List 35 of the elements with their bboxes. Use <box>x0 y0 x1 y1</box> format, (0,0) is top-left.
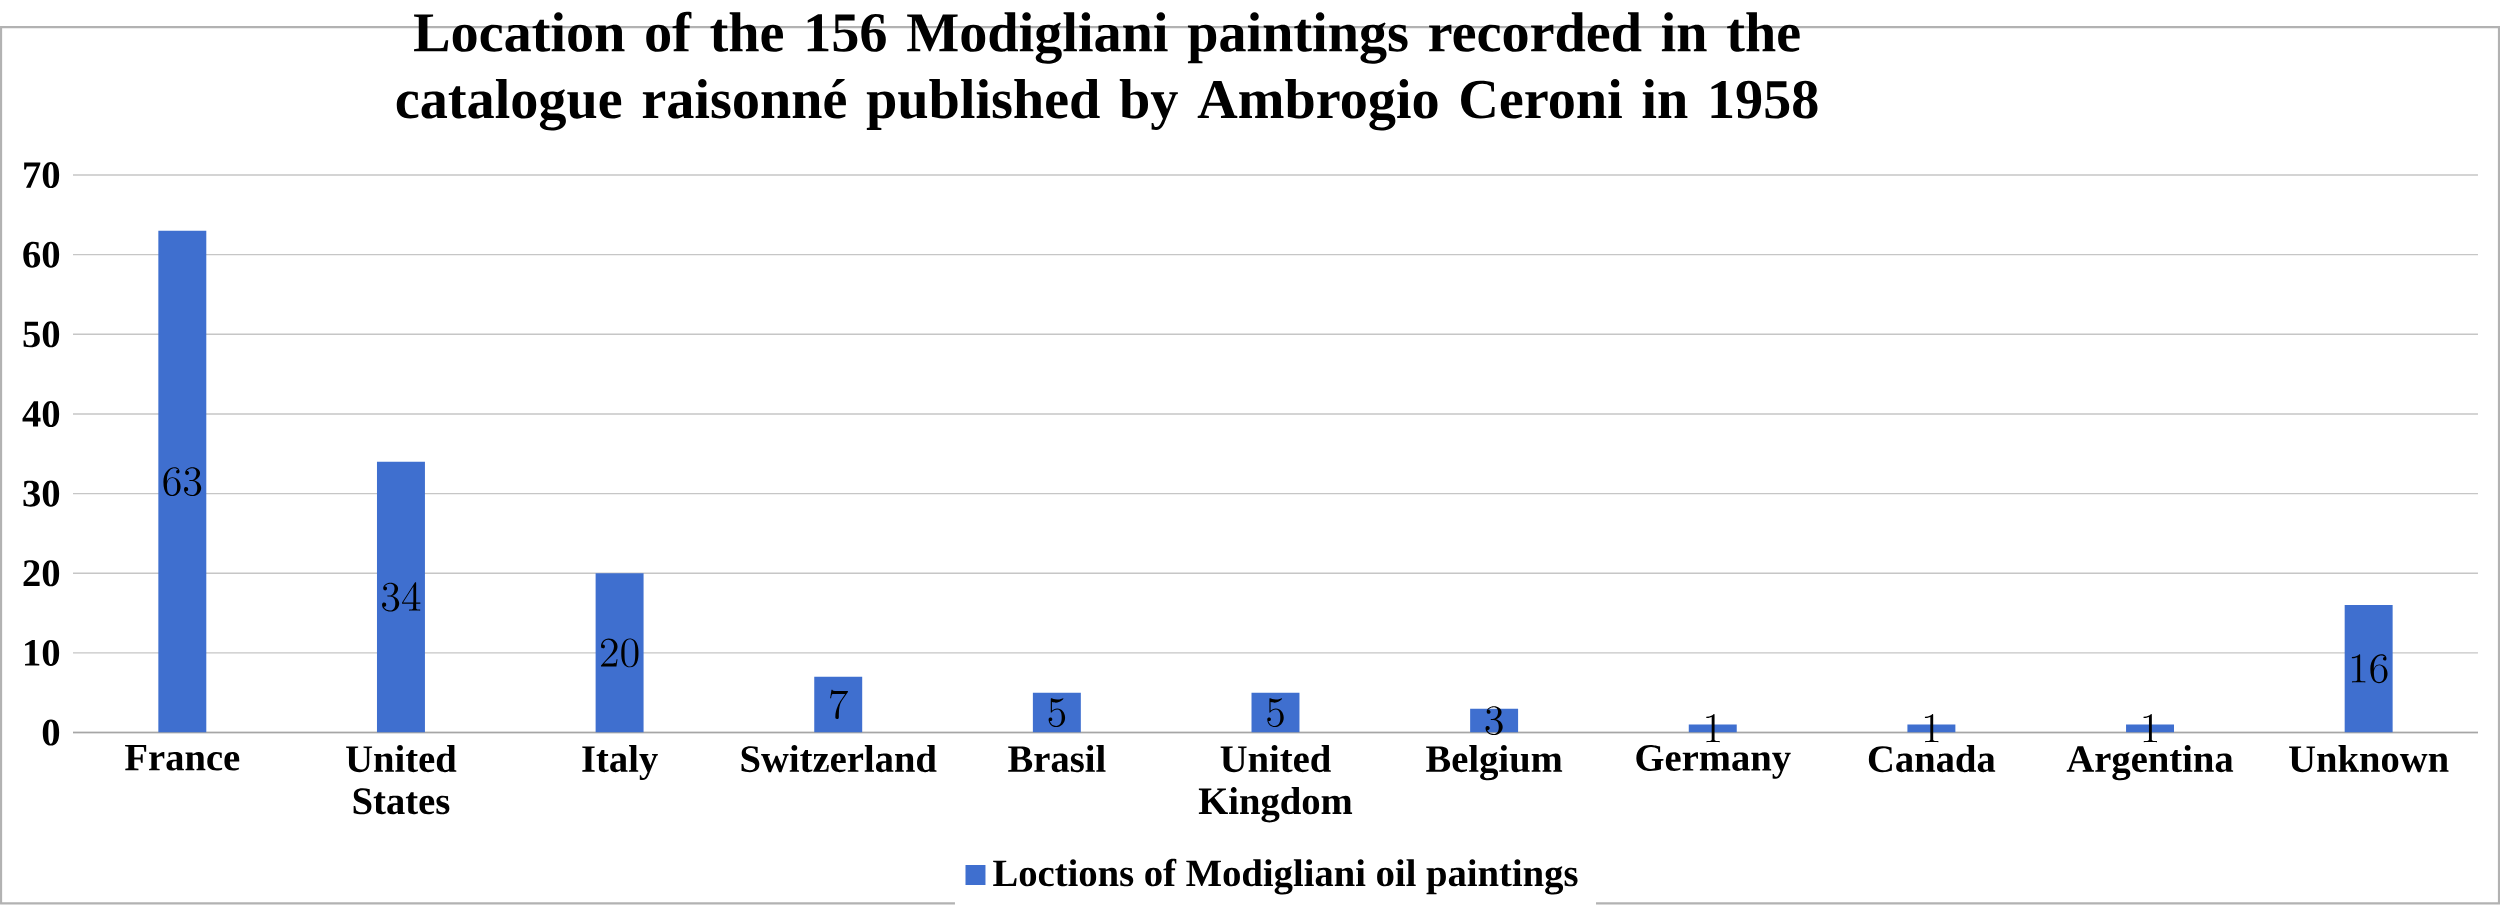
x-tick-label: Brasil <box>1008 744 1106 772</box>
x-tick-label: United Kingdom <box>1198 744 1353 823</box>
data-label: 20 <box>601 638 639 668</box>
x-tick-label: Germany <box>1636 744 1791 779</box>
bar <box>2344 604 2393 733</box>
x-tick-label: Argentina <box>2066 744 2234 781</box>
y-tick-label: 70 <box>24 161 60 188</box>
y-tick-label: 30 <box>23 480 60 507</box>
data-label: 7 <box>830 689 848 719</box>
y-tick-label: 0 <box>42 719 60 746</box>
bar <box>814 676 863 733</box>
legend-label: Loctions of Modigliani oil paintings <box>993 858 1578 895</box>
data-label: 63 <box>163 467 202 496</box>
y-tick-label: 60 <box>23 241 60 268</box>
bar <box>376 461 425 733</box>
data-label: 5 <box>1048 698 1066 727</box>
data-label: 3 <box>1485 705 1503 735</box>
x-tick-label: Canada <box>1868 744 1996 772</box>
x-tick-label: France <box>125 744 240 771</box>
data-label: 16 <box>2351 654 2388 684</box>
bar <box>1032 692 1081 733</box>
y-tick-label: 10 <box>25 639 60 666</box>
x-tick-label: Belgium <box>1426 744 1563 781</box>
chart-title: Location of the 156 Modigliani paintings recorded in the catalogue raisonné published by Ambrogio Ceroni in 1958 <box>396 11 1818 131</box>
x-tick-label: Unknown <box>2289 744 2449 772</box>
bar <box>158 230 207 733</box>
x-tick-label: United States <box>346 744 457 815</box>
y-tick-label: 20 <box>23 560 60 587</box>
data-label: 5 <box>1267 698 1284 727</box>
x-tick-label: Switzerland <box>741 744 937 772</box>
y-tick-label: 40 <box>22 400 60 427</box>
data-label: 34 <box>382 582 421 612</box>
bar <box>595 573 644 733</box>
y-tick-label: 50 <box>23 321 60 348</box>
x-tick-label: Italy <box>582 744 658 780</box>
